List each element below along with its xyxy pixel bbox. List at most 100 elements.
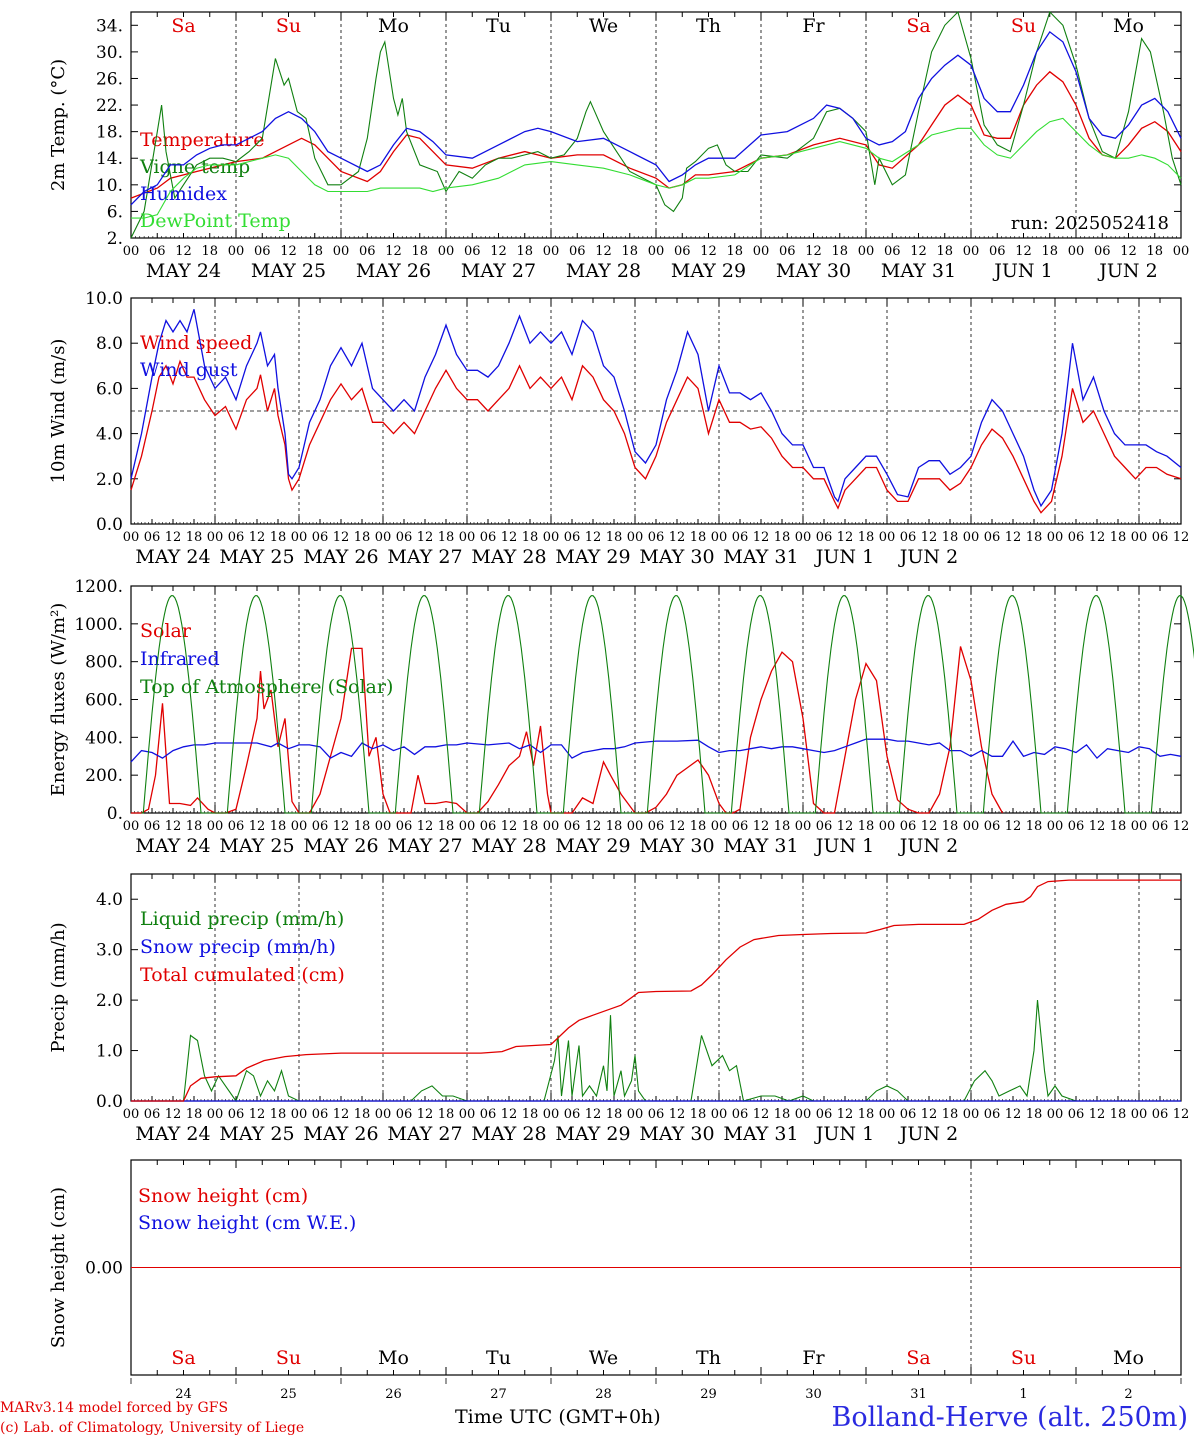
x-tick-label: 18 (858, 530, 875, 545)
x-tick-label: 12 (837, 819, 854, 834)
date-label: MAY 29 (555, 835, 630, 857)
x-tick-label: 00 (1173, 244, 1190, 259)
x-tick-label: 12 (669, 530, 686, 545)
x-tick-label: 12 (837, 1107, 854, 1122)
date-label: JUN 2 (1097, 260, 1157, 282)
x-tick-label: 06 (312, 530, 329, 545)
x-tick-label: 00 (627, 530, 644, 545)
day-number-label: 28 (595, 1387, 612, 1402)
weekday-label: We (589, 15, 618, 37)
date-label: MAY 31 (723, 835, 798, 857)
y-tick-label: 8.0 (96, 334, 123, 354)
x-tick-label: 12 (175, 244, 192, 259)
legend-entry: Liquid precip (mm/h) (140, 908, 344, 930)
y-tick-label: 14. (96, 149, 123, 169)
x-tick-label: 12 (1005, 1107, 1022, 1122)
x-tick-label: 18 (1110, 1107, 1127, 1122)
x-tick-label: 18 (201, 244, 218, 259)
x-tick-label: 12 (753, 819, 770, 834)
model-credit: MARv3.14 model forced by GFS (0, 1400, 229, 1416)
x-tick-label: 18 (774, 1107, 791, 1122)
date-label: JUN 1 (814, 546, 874, 568)
x-tick-label: 18 (831, 244, 848, 259)
day-number-label: 29 (700, 1387, 717, 1402)
day-number-label: 31 (910, 1387, 927, 1402)
y-tick-label: 10.0 (85, 289, 123, 309)
x-tick-label: 06 (564, 819, 581, 834)
y-tick-label: 18. (96, 123, 123, 143)
x-tick-label: 06 (648, 819, 665, 834)
x-tick-label: 12 (417, 530, 434, 545)
x-tick-label: 12 (501, 819, 518, 834)
series-line-humidex (130, 30, 1182, 206)
x-tick-label: 06 (312, 1107, 329, 1122)
x-tick-label: 18 (606, 1107, 623, 1122)
legend-entry: Snow height (cm W.E.) (138, 1212, 356, 1234)
x-tick-label: 00 (543, 1107, 560, 1122)
legend-entry: DewPoint Temp (140, 210, 291, 232)
x-tick-label: 18 (1110, 819, 1127, 834)
x-tick-label: 18 (186, 530, 203, 545)
x-tick-label: 12 (333, 530, 350, 545)
date-label: MAY 28 (471, 546, 546, 568)
y-tick-label: 4.0 (96, 890, 123, 910)
date-label: MAY 25 (251, 260, 326, 282)
date-label: JUN 2 (898, 546, 958, 568)
y-tick-label: 26. (96, 69, 123, 89)
x-tick-label: 06 (648, 530, 665, 545)
date-label: MAY 31 (881, 260, 956, 282)
x-tick-label: 12 (595, 244, 612, 259)
x-tick-label: 06 (228, 530, 245, 545)
x-tick-label: 12 (585, 1107, 602, 1122)
x-tick-label: 12 (333, 819, 350, 834)
x-tick-label: 06 (254, 244, 271, 259)
x-tick-label: 00 (459, 1107, 476, 1122)
x-tick-label: 12 (910, 244, 927, 259)
x-tick-label: 18 (936, 244, 953, 259)
x-tick-label: 18 (1026, 819, 1043, 834)
series-line-total-cumulated-cm- (131, 879, 1181, 1102)
x-tick-label: 12 (669, 1107, 686, 1122)
x-tick-label: 12 (1089, 819, 1106, 834)
x-tick-label: 06 (900, 530, 917, 545)
y-tick-label: 0. (107, 804, 123, 824)
x-tick-label: 06 (732, 1107, 749, 1122)
x-tick-label: 00 (711, 819, 728, 834)
date-label: MAY 30 (776, 260, 851, 282)
x-tick-label: 06 (564, 1107, 581, 1122)
x-tick-label: 12 (333, 1107, 350, 1122)
x-tick-label: 00 (375, 819, 392, 834)
x-tick-label: 06 (312, 819, 329, 834)
x-tick-label: 00 (711, 1107, 728, 1122)
date-label: JUN 1 (992, 260, 1052, 282)
date-label: MAY 26 (356, 260, 431, 282)
day-number-label: 24 (175, 1387, 192, 1402)
x-tick-label: 00 (879, 1107, 896, 1122)
weekday-label: Tu (486, 15, 511, 37)
x-tick-label: 06 (144, 1107, 161, 1122)
x-tick-label: 12 (165, 1107, 182, 1122)
date-label: MAY 24 (135, 1123, 210, 1145)
date-label: MAY 28 (471, 835, 546, 857)
day-number-label: 2 (1124, 1387, 1132, 1402)
x-tick-label: 12 (1089, 1107, 1106, 1122)
x-tick-label: 18 (774, 819, 791, 834)
x-tick-label: 00 (963, 244, 980, 259)
x-tick-label: 00 (438, 244, 455, 259)
date-label: MAY 27 (387, 546, 462, 568)
x-tick-label: 06 (989, 244, 1006, 259)
x-tick-label: 18 (522, 530, 539, 545)
x-tick-label: 18 (690, 819, 707, 834)
x-tick-label: 06 (564, 530, 581, 545)
legend-entry: Snow height (cm) (138, 1185, 308, 1207)
weekday-label: Sa (906, 15, 930, 37)
x-tick-label: 12 (921, 1107, 938, 1122)
x-tick-label: 12 (417, 1107, 434, 1122)
x-tick-label: 00 (1047, 819, 1064, 834)
weekday-label: Su (276, 15, 301, 37)
x-tick-label: 06 (396, 1107, 413, 1122)
x-tick-label: 00 (333, 244, 350, 259)
x-tick-label: 12 (1005, 819, 1022, 834)
x-tick-label: 00 (291, 530, 308, 545)
